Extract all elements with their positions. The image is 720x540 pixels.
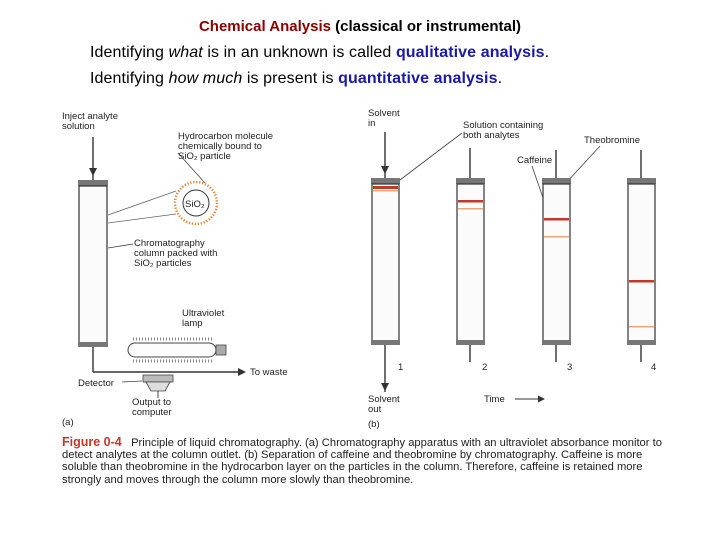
- column-4: [627, 150, 656, 362]
- column-label-2: column packed with: [134, 248, 217, 259]
- caption-text: Principle of liquid chromatography. (a) …: [62, 437, 662, 486]
- l2-text-b: how much: [168, 70, 243, 87]
- uv-lamp-icon: [127, 337, 227, 363]
- qualitative-line: Identifying what is in an unknown is cal…: [90, 44, 549, 62]
- theobromine-label: Theobromine: [584, 135, 640, 146]
- title-sub: (classical or instrumental): [330, 18, 522, 35]
- l2-text-a: Identifying: [90, 70, 169, 87]
- detector-label: Detector: [78, 378, 114, 389]
- solvent-out-label-1: Solvent: [368, 394, 400, 405]
- slide-title: Chemical Analysis (classical or instrume…: [0, 18, 720, 35]
- sio2-label: SiO₂: [185, 199, 205, 210]
- l1-text-b: what: [168, 44, 203, 61]
- output-label-2: computer: [132, 407, 172, 418]
- l2-text-c: is present is: [242, 70, 339, 87]
- hydro-label-3: SiO₂ particle: [178, 151, 231, 162]
- column-label-1: Chromatography: [134, 238, 205, 249]
- solvent-out-label-2: out: [368, 404, 382, 415]
- column-label-3: SiO₂ particles: [134, 258, 192, 269]
- panel-a: Inject analyte solution To waste SiO₂ Hy…: [62, 111, 288, 428]
- column-a-cap-top: [78, 180, 108, 186]
- figure-caption: Figure 0-4 Principle of liquid chromatog…: [62, 436, 662, 486]
- column-2: [456, 148, 485, 362]
- solvent-in-arrow-icon: [381, 166, 389, 174]
- caffeine-band-4: [629, 280, 654, 283]
- hydro-label-2: chemically bound to: [178, 141, 262, 152]
- inject-label-2: solution: [62, 121, 95, 132]
- inlet-arrow-icon: [89, 168, 97, 176]
- waste-arrow-icon: [238, 368, 246, 376]
- l1-text-c: is in an unknown is called: [202, 44, 396, 61]
- column-a-cap-bottom: [78, 342, 108, 347]
- hydrocarbon-fringe: [173, 180, 219, 226]
- caffeine-label: Caffeine: [517, 155, 552, 166]
- quantitative-term: quantitative analysis: [338, 70, 498, 87]
- qualitative-term: qualitative analysis: [395, 44, 545, 61]
- quantitative-line: Identifying how much is present is quant…: [90, 70, 502, 88]
- solvent-out-arrow-icon: [381, 383, 389, 391]
- column-pointer: [107, 243, 134, 249]
- l1-text-e: .: [544, 44, 550, 61]
- l2-text-e: .: [497, 70, 503, 87]
- detector-pointer: [121, 380, 143, 383]
- zoom-line-top: [107, 190, 177, 216]
- uv-label-1: Ultraviolet: [182, 308, 225, 319]
- caffeine-band-3: [544, 218, 569, 221]
- waste-label: To waste: [250, 367, 288, 378]
- l1-text-a: Identifying: [90, 44, 169, 61]
- particle-core: [182, 189, 210, 217]
- panel-a-label: (a): [62, 417, 74, 428]
- zoom-line-bottom: [107, 213, 177, 224]
- time-arrow-icon: [538, 395, 545, 403]
- output-label-1: Output to: [132, 397, 171, 408]
- solution-label-1: Solution containing: [463, 120, 543, 131]
- column-a: [78, 185, 108, 345]
- column-number-3: 3: [567, 362, 572, 373]
- caffeine-band-2: [458, 200, 483, 203]
- detector-icon: [142, 374, 174, 392]
- column-3: [542, 150, 571, 362]
- panel-b-label: (b): [368, 419, 380, 430]
- theobromine-band-4: [629, 326, 654, 328]
- hydro-pointer: [177, 152, 206, 184]
- solution-pointer: [391, 132, 463, 187]
- panel-b: Solvent in Solution containing both anal…: [368, 108, 656, 430]
- inject-label-1: Inject analyte: [62, 111, 118, 122]
- column-number-1: 1: [398, 362, 403, 373]
- time-label: Time: [484, 394, 505, 405]
- sio2-particle: SiO₂: [173, 180, 219, 226]
- column-1: [371, 178, 400, 345]
- column-number-4: 4: [651, 362, 656, 373]
- title-main: Chemical Analysis: [198, 18, 331, 35]
- hydro-label-1: Hydrocarbon molecule: [178, 131, 273, 142]
- uv-label-2: lamp: [182, 318, 203, 329]
- theobromine-band-3: [544, 236, 569, 238]
- column-number-2: 2: [482, 362, 487, 373]
- solution-label-2: both analytes: [463, 130, 520, 141]
- mixed-band: [373, 186, 398, 189]
- solvent-in-label-2: in: [368, 118, 375, 129]
- figure-number: Figure 0-4: [62, 435, 122, 449]
- solvent-in-label-1: Solvent: [368, 108, 400, 119]
- theobromine-band-2: [458, 208, 483, 210]
